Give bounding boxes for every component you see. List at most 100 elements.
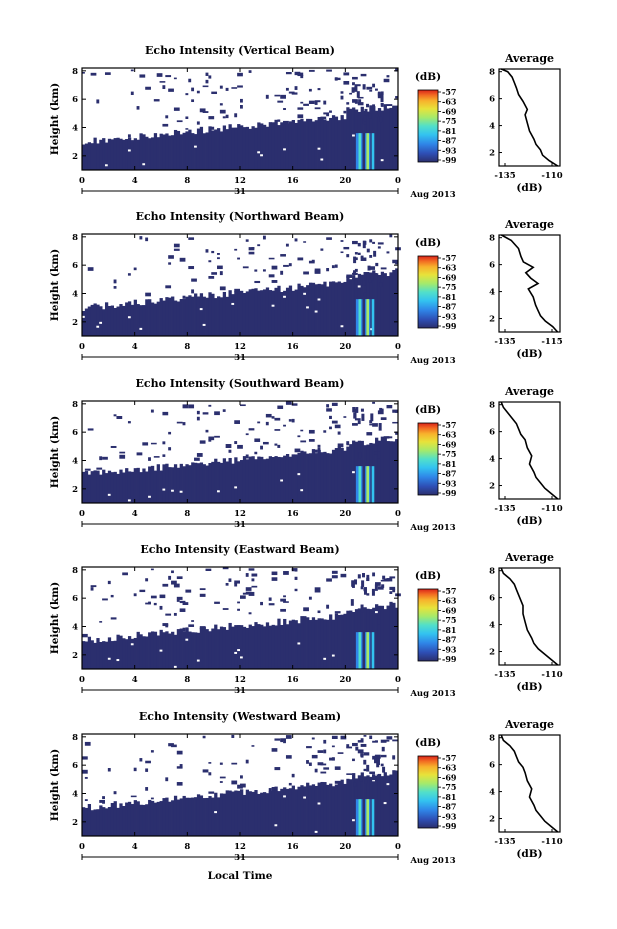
echo-column: [116, 137, 120, 170]
echo-speckle: [323, 112, 330, 115]
echo-column: [251, 126, 255, 170]
echo-speckle: [199, 440, 206, 444]
echo-speckle: [331, 745, 335, 748]
echo-speckle: [389, 576, 396, 579]
echo-column: [303, 451, 307, 503]
echo-speckle: [308, 260, 315, 264]
echo-speckle: [182, 627, 186, 632]
average-y-tick-label: 6: [489, 428, 495, 438]
echo-speckle: [82, 72, 85, 74]
echo-speckle: [139, 74, 146, 78]
echo-speckle: [380, 739, 387, 743]
echo-speckle: [90, 587, 94, 591]
echo-column: [303, 786, 307, 836]
echo-speckle: [196, 416, 200, 421]
echo-column: [283, 455, 287, 503]
echo-column: [334, 613, 339, 669]
echo-column: [323, 619, 327, 669]
average-xlabel: (dB): [516, 848, 542, 860]
echo-speckle: [148, 457, 151, 461]
echo-speckle: [343, 72, 350, 76]
y-tick-label: 4: [72, 790, 78, 800]
echo-column: [188, 129, 192, 170]
echo-speckle: [254, 269, 258, 272]
echo-column: [271, 624, 275, 669]
echo-speckle: [395, 431, 398, 435]
x-tick-label: 4: [132, 342, 138, 352]
echo-column: [234, 291, 238, 336]
echo-speckle: [165, 75, 172, 78]
echo-speckle: [248, 251, 255, 255]
plume-top: [377, 619, 381, 625]
echo-speckle: [165, 115, 169, 119]
y-axis-label: Height (km): [49, 416, 61, 488]
plume-top: [375, 262, 379, 267]
echo-column: [375, 604, 379, 669]
echo-column: [395, 439, 399, 503]
echo-column: [308, 118, 313, 170]
echo-column: [110, 472, 114, 503]
echo-column: [228, 290, 232, 336]
y-tick-label: 2: [72, 651, 78, 661]
echo-column: [194, 797, 198, 836]
echo-column: [133, 138, 137, 170]
echo-column: [326, 619, 330, 669]
echo-column: [375, 437, 379, 503]
plume-top: [375, 440, 379, 446]
x-tick-label: 12: [234, 842, 246, 852]
echo-speckle: [251, 573, 258, 577]
echo-speckle: [360, 743, 367, 747]
echo-speckle: [346, 773, 353, 775]
echo-column: [334, 784, 339, 836]
echo-column: [185, 797, 189, 836]
echo-column: [127, 801, 132, 836]
echo-column: [329, 453, 333, 503]
echo-speckle: [219, 271, 223, 276]
plume-top: [381, 584, 385, 588]
panel-2: Echo Intensity (Southward Beam)0 4 8 12 16 20…: [49, 377, 563, 533]
echo-column: [145, 636, 149, 669]
echo-speckle: [251, 585, 258, 588]
echo-speckle: [182, 295, 186, 299]
echo-column: [202, 626, 206, 669]
echo-column: [87, 306, 92, 336]
echo-speckle: [317, 610, 321, 614]
echo-column: [211, 293, 215, 336]
echo-column: [340, 448, 344, 503]
echo-gap: [240, 656, 243, 659]
echo-column: [271, 122, 275, 170]
echo-column: [303, 287, 307, 336]
echo-column: [346, 446, 350, 503]
echo-speckle: [176, 596, 183, 600]
echo-speckle: [274, 738, 281, 741]
panel-title: Echo Intensity (Eastward Beam): [140, 543, 339, 556]
echo-column: [136, 467, 140, 503]
echo-column: [288, 788, 293, 836]
echo-speckle: [392, 588, 396, 593]
echo-column: [150, 631, 155, 669]
echo-column: [280, 122, 284, 170]
echo-column: [125, 802, 129, 836]
echo-speckle: [257, 244, 261, 247]
echo-speckle: [285, 71, 292, 75]
average-x-tick-label: -135: [494, 171, 515, 181]
plume-top: [376, 758, 380, 765]
echo-column: [208, 796, 212, 836]
echo-column: [214, 792, 218, 836]
x-tick-label: 4: [132, 509, 138, 519]
echo-speckle: [271, 416, 275, 419]
echo-speckle: [380, 754, 387, 758]
echo-column: [311, 617, 316, 669]
echo-speckle: [127, 134, 131, 138]
echo-speckle: [179, 257, 186, 262]
echo-speckle: [99, 456, 103, 461]
echo-speckle: [265, 94, 269, 99]
echo-speckle: [173, 583, 180, 588]
echo-gap: [340, 325, 344, 328]
echo-column: [191, 462, 195, 503]
echo-speckle: [357, 740, 364, 743]
echo-speckle: [84, 468, 91, 471]
echo-column: [225, 461, 229, 503]
echo-column: [231, 294, 235, 336]
average-x-tick-label: -135: [494, 337, 515, 347]
